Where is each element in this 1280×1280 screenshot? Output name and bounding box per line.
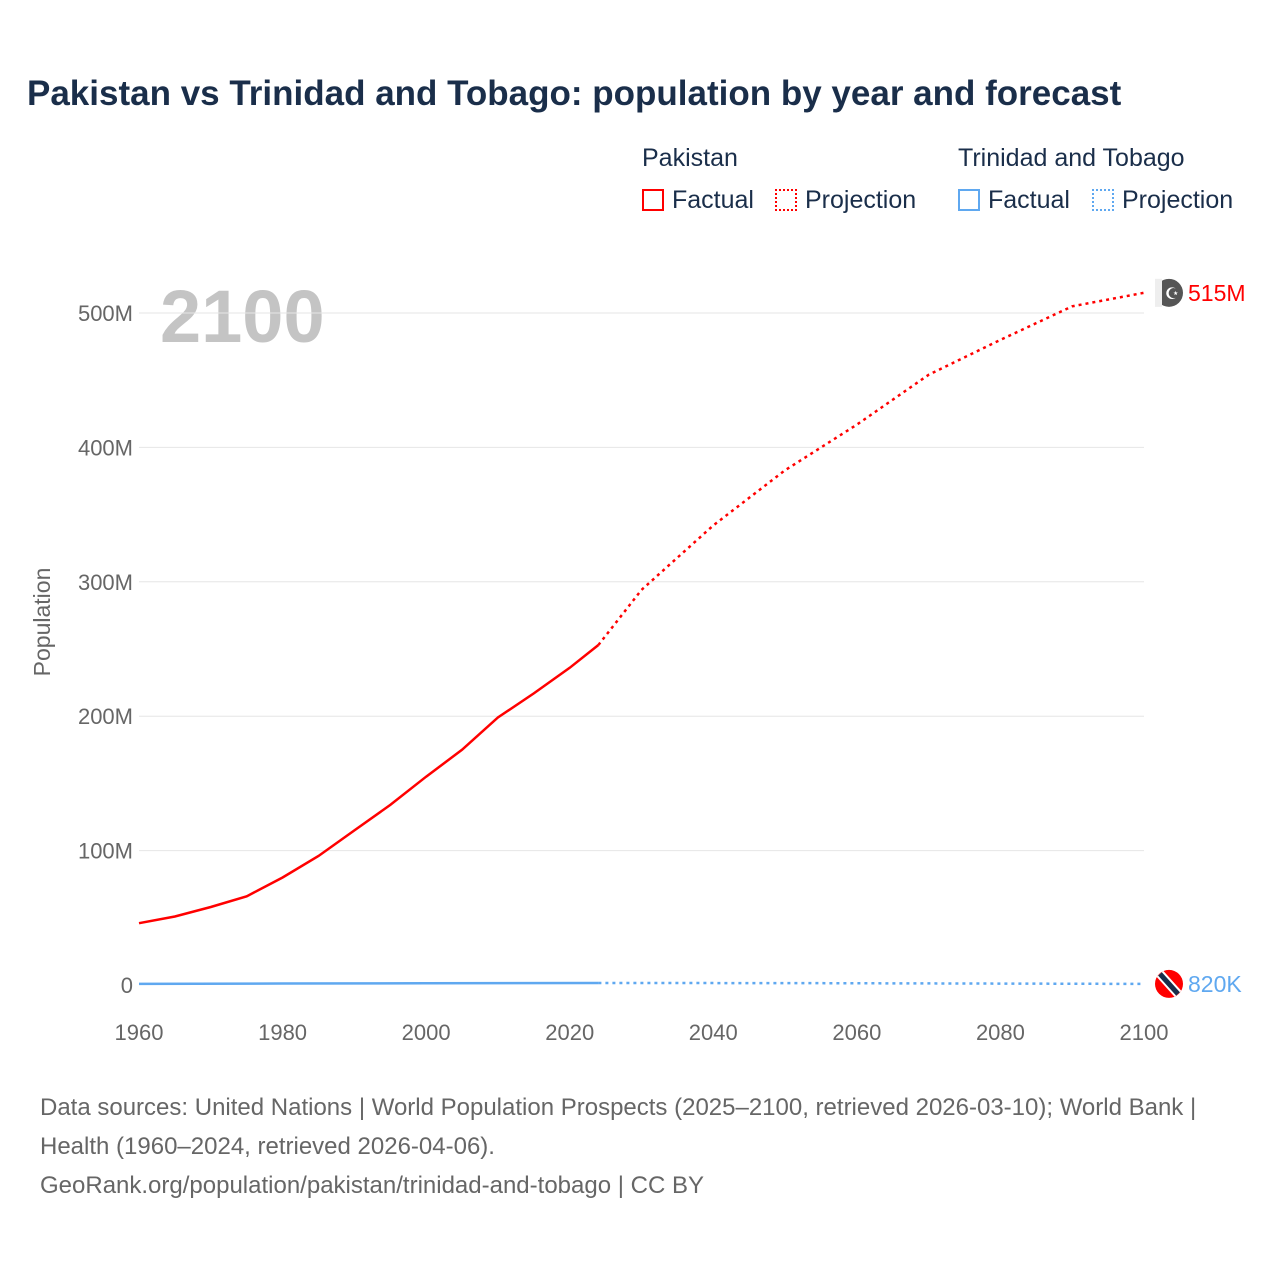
- trinidad-and-tobago-end-label: 820K: [1188, 971, 1242, 997]
- footer-sources: Data sources: United Nations | World Pop…: [40, 1094, 1197, 1160]
- x-tick-label: 1980: [258, 1020, 307, 1045]
- legend-group-trinidad: Trinidad and Tobago: [958, 144, 1185, 172]
- x-tick-label: 2100: [1120, 1020, 1169, 1045]
- trinidad-flag-black-band: [1158, 972, 1180, 996]
- chart-title: Pakistan vs Trinidad and Tobago: populat…: [27, 74, 1122, 113]
- y-tick-label: 200M: [78, 704, 133, 729]
- legend-swatch: [958, 189, 980, 211]
- pakistan-factual-line: [138, 644, 600, 925]
- legend-trinidad-factual[interactable]: Factual: [958, 186, 1070, 215]
- plot-area: 2100 Population 0 100M 200M 300M 400M 500M 196…: [29, 275, 1246, 1045]
- y-axis-label: Population: [29, 568, 55, 677]
- legend-pakistan-factual[interactable]: Factual: [642, 186, 754, 215]
- pakistan-projection-line: [597, 291, 1145, 646]
- y-tick-label: 300M: [78, 570, 133, 595]
- footer-credit[interactable]: GeoRank.org/population/pakistan/trinidad…: [40, 1172, 704, 1199]
- x-tick-label: 2040: [689, 1020, 738, 1045]
- legend-pakistan-projection[interactable]: Projection: [775, 186, 916, 215]
- trinidad-and-tobago-projection-line: [598, 981, 1145, 986]
- pakistan-flag-white-band: [1155, 278, 1162, 307]
- x-tick-label: 2000: [402, 1020, 451, 1045]
- x-tick-label: 2080: [976, 1020, 1025, 1045]
- y-tick-label: 500M: [78, 301, 133, 326]
- legend-label: Factual: [988, 186, 1070, 214]
- footer: Data sources: United Nations | World Pop…: [40, 1088, 1240, 1205]
- legend-label: Factual: [672, 186, 754, 214]
- pakistan-end-label: 515M: [1188, 280, 1246, 306]
- legend-swatch: [642, 189, 664, 211]
- x-tick-label: 2020: [545, 1020, 594, 1045]
- legend-label: Projection: [1122, 186, 1234, 214]
- year-label: 2100: [160, 275, 325, 358]
- x-tick-label: 2060: [832, 1020, 881, 1045]
- legend-trinidad-projection[interactable]: Projection: [1092, 186, 1233, 215]
- trinidad-and-tobago-factual-line: [138, 981, 599, 986]
- crescent-icon: ☪: [1165, 286, 1179, 303]
- legend-label: Projection: [805, 186, 917, 214]
- y-tick-label: 0: [121, 973, 133, 998]
- legend-group-pakistan: Pakistan: [642, 144, 738, 172]
- legend-swatch: [1092, 189, 1114, 211]
- x-tick-label: 1960: [115, 1020, 164, 1045]
- legend-swatch: [775, 189, 797, 211]
- y-tick-label: 100M: [78, 839, 133, 864]
- y-tick-label: 400M: [78, 435, 133, 460]
